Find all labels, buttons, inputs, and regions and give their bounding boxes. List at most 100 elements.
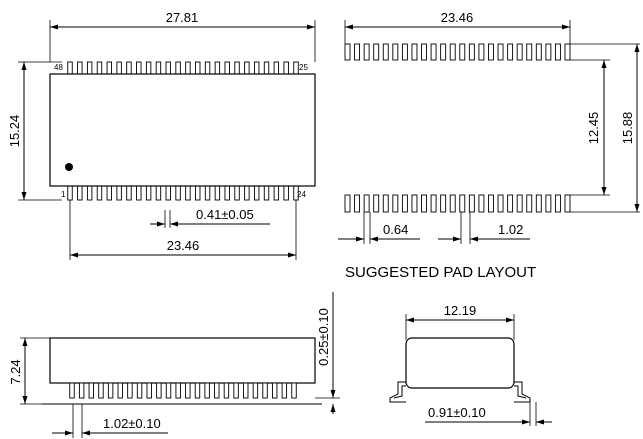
- lead: [271, 382, 278, 399]
- pad: [430, 43, 437, 61]
- lead: [116, 61, 122, 75]
- lead: [116, 185, 122, 201]
- pad: [392, 43, 399, 61]
- arrowhead: [70, 252, 78, 258]
- pad: [411, 43, 418, 61]
- lead: [145, 61, 152, 75]
- lead: [223, 382, 230, 399]
- foot-length-label: 0.91±0.10: [428, 405, 486, 420]
- pad-layout-caption: SUGGESTED PAD LAYOUT: [345, 264, 536, 281]
- lead: [155, 185, 162, 201]
- pad: [516, 43, 523, 61]
- arrowhead: [82, 430, 90, 436]
- arrowhead: [21, 62, 27, 70]
- pad: [392, 194, 399, 213]
- pad: [526, 43, 533, 61]
- pad: [535, 43, 542, 61]
- pad: [421, 43, 427, 61]
- pad: [478, 43, 485, 61]
- pad: [488, 194, 494, 213]
- lead: [156, 382, 162, 399]
- arrowhead: [562, 24, 570, 30]
- arrowhead: [356, 236, 364, 242]
- arrowhead: [22, 396, 28, 404]
- end-width-label: 12.19: [444, 303, 477, 318]
- side-view-leads: [69, 382, 297, 399]
- lead: [106, 185, 113, 201]
- lead: [136, 61, 142, 75]
- lead: [185, 185, 191, 201]
- arrowhead: [506, 317, 514, 323]
- lead: [96, 61, 103, 75]
- outer-height-label: 15.88: [620, 112, 635, 145]
- right-gullwing-lead: [514, 381, 531, 403]
- arrowhead: [522, 419, 530, 425]
- side-pitch-label: 1.02±0.10: [103, 416, 161, 431]
- lead: [145, 185, 152, 201]
- pad: [507, 43, 514, 61]
- top-view: 27.81 48 25 1 24 15.24 0.41±0.05 23.46: [7, 10, 316, 260]
- arrowhead: [330, 390, 336, 398]
- lead: [283, 185, 289, 201]
- lead: [185, 382, 191, 399]
- pin-label-48: 48: [54, 63, 63, 72]
- lead: [136, 382, 143, 399]
- overall-width-label: 27.81: [166, 10, 199, 25]
- pad: [545, 194, 552, 213]
- pad-span-label: 23.46: [441, 10, 474, 25]
- lead: [252, 382, 259, 399]
- pad: [344, 194, 351, 213]
- lead: [165, 185, 171, 201]
- lead: [244, 185, 250, 201]
- bottom-pad-row: [344, 194, 571, 213]
- lead: [165, 382, 172, 399]
- pad: [363, 194, 370, 213]
- lead: [127, 382, 133, 399]
- lead: [283, 61, 289, 75]
- pad: [373, 43, 380, 61]
- lead: [155, 61, 162, 75]
- top-pad-row: [344, 43, 571, 61]
- arrowhead: [453, 236, 461, 242]
- lead: [165, 61, 171, 75]
- pad: [488, 43, 494, 61]
- pad: [401, 43, 408, 61]
- lead: [224, 61, 230, 75]
- pad: [373, 194, 380, 213]
- lead-span-label: 23.46: [167, 238, 200, 253]
- arrowhead: [170, 221, 178, 227]
- bottom-row-leads: [67, 185, 299, 201]
- arrowhead: [21, 192, 27, 200]
- lead: [175, 185, 181, 201]
- right-gullwing-lead-inner: [514, 385, 527, 399]
- lead: [77, 185, 83, 201]
- pad-width-label: 0.64: [383, 222, 408, 237]
- arrowhead: [601, 187, 607, 195]
- arrowhead: [65, 430, 73, 436]
- pad: [382, 43, 389, 61]
- arrowhead: [50, 24, 58, 30]
- arrowhead: [470, 236, 478, 242]
- lead: [234, 185, 240, 201]
- arrowhead: [601, 60, 607, 68]
- pad: [411, 194, 418, 213]
- pad: [545, 43, 552, 61]
- lead: [224, 185, 230, 201]
- pad-pitch-label: 1.02: [498, 222, 523, 237]
- lead: [126, 61, 132, 75]
- lead: [107, 382, 114, 399]
- left-gullwing-lead-inner: [393, 385, 406, 399]
- standoff-label: 0.25±0.10: [316, 308, 331, 366]
- lead: [243, 382, 249, 399]
- lead: [233, 382, 239, 399]
- package-body-end: [405, 337, 515, 389]
- pad: [564, 194, 571, 213]
- pin1-marker-dot: [65, 163, 73, 171]
- lead: [175, 61, 181, 75]
- end-view: 12.19 0.91±0.10: [389, 303, 552, 426]
- lead: [126, 185, 132, 201]
- pad: [354, 43, 361, 61]
- lead: [244, 61, 250, 75]
- lead: [86, 61, 93, 75]
- lead: [175, 382, 181, 399]
